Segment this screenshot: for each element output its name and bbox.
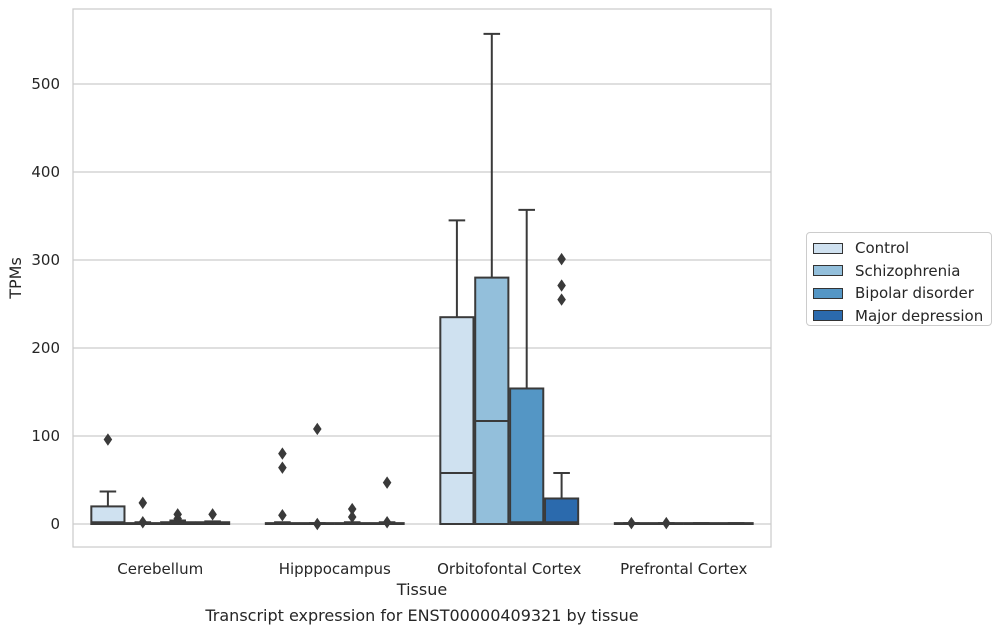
outlier-point	[278, 508, 287, 522]
box-3-0	[613, 516, 649, 530]
outlier-point	[208, 508, 217, 521]
box-2-0	[439, 219, 475, 526]
legend-swatch-major-depression	[813, 310, 843, 322]
y-tick-label: 100	[31, 427, 60, 445]
outlier-point	[662, 516, 671, 530]
outlier-point	[557, 279, 566, 292]
box-0-0	[90, 433, 126, 525]
y-axis-ticks: 0 100 200 300 400 500	[31, 75, 60, 533]
outlier-point	[557, 252, 566, 266]
legend-swatch-schizophrenia	[813, 265, 843, 277]
legend-item-schizophrenia: Schizophrenia	[813, 260, 991, 283]
outlier-point	[138, 496, 148, 510]
box	[509, 387, 545, 526]
box	[439, 316, 475, 526]
outlier-point	[347, 510, 357, 524]
box-3-3	[718, 522, 754, 525]
outlier-point	[313, 517, 322, 531]
outlier-point	[173, 508, 182, 521]
y-tick-label: 200	[31, 339, 60, 357]
outlier-point	[138, 516, 148, 529]
x-axis-ticks: Cerebellum Hipppocampus Orbitofontal Corte…	[117, 560, 747, 578]
outlier-point	[278, 461, 287, 474]
legend-label-major-depression: Major depression	[855, 306, 984, 325]
x-tick-label: Cerebellum	[117, 560, 203, 578]
legend-label-schizophrenia: Schizophrenia	[855, 261, 961, 280]
box	[90, 505, 126, 525]
outlier-point	[278, 447, 287, 460]
x-tick-label: Prefrontal Cortex	[620, 560, 747, 578]
x-axis-label: Tissue	[396, 580, 447, 599]
legend-label-bipolar: Bipolar disorder	[855, 284, 974, 303]
outlier-point	[627, 516, 636, 530]
outlier-point	[382, 476, 392, 489]
box-0-2	[160, 508, 196, 525]
legend-label-control: Control	[855, 239, 910, 258]
y-tick-label: 400	[31, 163, 60, 181]
gridlines	[73, 83, 771, 525]
box-1-1	[299, 422, 335, 531]
box-1-0	[264, 447, 300, 525]
x-tick-label: Orbitofontal Cortex	[437, 560, 581, 578]
boxes	[90, 32, 754, 531]
box-2-1	[474, 32, 510, 525]
x-tick-label: Hipppocampus	[279, 560, 391, 578]
outlier-point	[557, 293, 566, 306]
figure-caption: Transcript expression for ENST0000040932…	[205, 606, 639, 625]
legend: Control Schizophrenia Bipolar disorder M…	[806, 232, 992, 326]
legend-item-bipolar: Bipolar disorder	[813, 282, 991, 305]
outlier-point	[313, 422, 322, 436]
outlier-point	[382, 516, 392, 529]
box-1-3	[369, 476, 405, 529]
plot-frame	[72, 8, 772, 548]
legend-item-control: Control	[813, 237, 991, 260]
legend-item-major-depression: Major depression	[813, 305, 991, 328]
box-0-3	[195, 508, 231, 525]
y-tick-label: 500	[31, 75, 60, 93]
outlier-point	[347, 502, 357, 516]
box-3-1	[648, 516, 684, 530]
legend-swatch-control	[813, 242, 843, 254]
box-2-2	[509, 208, 545, 526]
box-0-1	[125, 496, 161, 529]
y-tick-label: 300	[31, 251, 60, 269]
y-axis-label: TPMs	[6, 257, 25, 300]
legend-swatch-bipolar	[813, 287, 843, 299]
box-3-2	[683, 522, 719, 525]
box-2-3	[544, 252, 580, 526]
box-1-2	[334, 502, 370, 525]
y-tick-label: 0	[50, 515, 60, 533]
box	[474, 276, 510, 525]
outlier-point	[103, 433, 113, 446]
box	[544, 497, 580, 526]
